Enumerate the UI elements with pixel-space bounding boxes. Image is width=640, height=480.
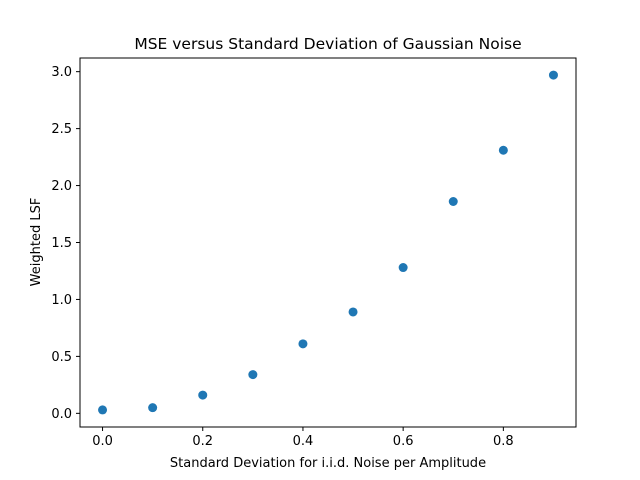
data-point-7 <box>448 197 458 206</box>
y-tick-label-3: 1.5 <box>51 236 72 251</box>
x-axis-label: Standard Deviation for i.i.d. Noise per … <box>170 456 486 471</box>
data-point-2 <box>198 390 208 400</box>
chart-title: MSE versus Standard Deviation of Gaussia… <box>134 35 521 53</box>
y-tick-label-0: 0.0 <box>51 407 72 422</box>
x-tick-label-1: 0.2 <box>192 434 213 449</box>
x-tick-label-4: 0.8 <box>493 434 514 449</box>
axes-frame <box>79 57 577 428</box>
x-tick-label-3: 0.6 <box>393 434 414 449</box>
y-tick-label-4: 2.0 <box>51 179 72 194</box>
data-point-3 <box>248 370 258 380</box>
y-tick-label-1: 0.5 <box>51 350 72 365</box>
x-tick-label-0: 0.0 <box>92 434 113 449</box>
plot-area: 0.0 0.2 0.4 0.6 0.8 0.0 0.5 1.0 1.5 2.0 2.5 3.0 <box>51 57 577 449</box>
y-tick-label-6: 3.0 <box>51 65 72 80</box>
data-point-0 <box>98 405 108 415</box>
y-axis-label: Weighted LSF <box>29 198 44 287</box>
data-point-1 <box>148 403 158 413</box>
data-point-5 <box>348 307 358 317</box>
data-point-4 <box>298 339 308 349</box>
x-tick-label-2: 0.4 <box>293 434 314 449</box>
data-point-9 <box>548 70 558 80</box>
data-point-8 <box>498 145 508 155</box>
data-point-6 <box>398 263 408 273</box>
y-tick-label-5: 2.5 <box>51 122 72 137</box>
y-tick-label-2: 1.0 <box>51 293 72 308</box>
